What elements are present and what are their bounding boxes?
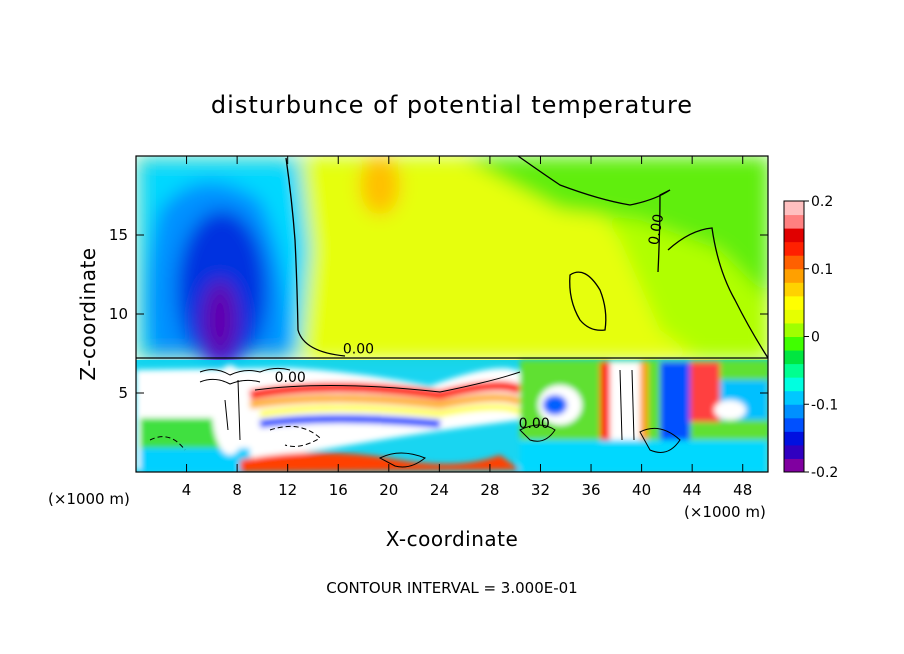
lower-right-bottom-cyan-strip: [520, 440, 768, 472]
colorbar-swatch: [784, 309, 804, 324]
contour-lower-right-loop-2: [639, 427, 681, 453]
contour-lower-band: [254, 371, 521, 393]
colorbar-swatch: [784, 322, 804, 337]
x-tick-label: 32: [531, 481, 550, 499]
y-axis: 5 10 15: [109, 226, 768, 402]
colorbar: 0.2 0.1 0 -0.1 -0.2: [783, 194, 838, 481]
lower-red-band: [249, 381, 523, 401]
contour-zero-upper-right: [517, 156, 671, 273]
contour-label-layer: 0.00 0.00 0.00 0.00: [275, 213, 668, 432]
upper-yellow-field: [300, 160, 700, 358]
colorbar-tick-label: 0.1: [811, 262, 833, 278]
colorbar-tick-label: 0: [811, 330, 820, 346]
x-tick-label: 24: [430, 481, 449, 499]
contour-interval-footer: CONTOUR INTERVAL = 3.000E-01: [326, 579, 577, 597]
colorbar-swatch: [784, 363, 804, 378]
lower-right-red-column: [600, 362, 610, 452]
y-tick-label: 15: [109, 226, 128, 244]
y-tick-label: 5: [118, 384, 128, 402]
y-axis-label: Z-coordinate: [76, 247, 100, 380]
contour-lines: [136, 156, 768, 468]
colorbar-swatch: [784, 255, 804, 270]
x-tick-label: 8: [232, 481, 242, 499]
contour-lower-dashed: [269, 425, 321, 447]
contour-label: 0.00: [519, 416, 550, 432]
colorbar-tick-label: -0.1: [811, 397, 838, 413]
x-tick-label: 20: [379, 481, 398, 499]
contour-closed-loop-right: [569, 271, 607, 331]
lower-left-white-core: [212, 365, 248, 455]
colorbar-swatch: [784, 214, 804, 229]
contour-lower-left-dashed: [149, 436, 186, 451]
contour-zero-upper-left: [285, 157, 346, 357]
lower-blue-band: [259, 415, 441, 428]
contour-lower-right-loop: [519, 424, 556, 442]
colorbar-swatch: [784, 268, 804, 283]
contour-label: 0.00: [343, 342, 374, 358]
x-tick-label: 36: [581, 481, 600, 499]
x-unit-label-right: (×1000 m): [684, 503, 766, 521]
colorbar-swatch: [784, 431, 804, 446]
x-axis: 4 8 12 16 20 24 28 32 36 40 44 48: [182, 156, 752, 499]
field-upper: [136, 156, 768, 370]
plot-area: 0.00 0.00 0.00 0.00: [136, 156, 768, 472]
contour-label: 0.00: [646, 213, 667, 246]
colorbar-swatch: [784, 336, 804, 351]
yellow-core-patch: [360, 156, 400, 215]
lower-mid-blue-blob: [543, 395, 567, 415]
colorbar-swatch: [784, 282, 804, 297]
contour-zero-right-edge: [667, 227, 768, 359]
field-lower: [136, 360, 768, 472]
x-tick-label: 4: [182, 481, 192, 499]
colorbar-tick-label: -0.2: [811, 465, 838, 481]
x-axis-label: X-coordinate: [386, 527, 519, 551]
x-tick-label: 44: [683, 481, 702, 499]
lower-right-white-column: [610, 362, 640, 452]
colorbar-swatch: [784, 201, 804, 216]
contour-label: 0.00: [275, 370, 306, 386]
colorbar-swatch: [784, 241, 804, 256]
colorbar-swatch: [784, 228, 804, 243]
contour-vertical-left: [224, 379, 241, 441]
lower-mid-colour-stripe: [240, 452, 520, 472]
lower-right-orange-column: [640, 362, 648, 452]
lower-right-white-blob: [714, 400, 746, 420]
colorbar-swatch: [784, 404, 804, 419]
x-tick-label: 28: [480, 481, 499, 499]
y-tick-label: 10: [109, 305, 128, 323]
x-tick-label: 48: [733, 481, 752, 499]
contour-wiggle-left-2: [199, 378, 261, 385]
colorbar-swatch: [784, 444, 804, 459]
colorbar-tick-label: 0.2: [811, 194, 833, 210]
x-tick-label: 40: [632, 481, 651, 499]
upper-right-green-field: [460, 156, 768, 298]
colorbar-swatch: [784, 390, 804, 405]
x-tick-label: 12: [278, 481, 297, 499]
lower-orange-band: [249, 393, 522, 410]
cold-purple-core: [202, 280, 238, 360]
x-unit-label-left: (×1000 m): [48, 490, 130, 508]
x-tick-label: 16: [329, 481, 348, 499]
colorbar-swatch: [784, 417, 804, 432]
contour-lower-mid-closed: [378, 452, 426, 468]
chart-title: disturbunce of potential temperature: [211, 91, 693, 119]
colorbar-swatch: [784, 377, 804, 392]
colorbar-swatch: [784, 295, 804, 310]
contour-wiggle-left: [199, 367, 291, 376]
colorbar-swatch: [784, 350, 804, 365]
contour-vertical-right: [619, 369, 635, 441]
lower-yellow-band: [259, 404, 522, 418]
colorbar-swatch: [784, 458, 804, 473]
